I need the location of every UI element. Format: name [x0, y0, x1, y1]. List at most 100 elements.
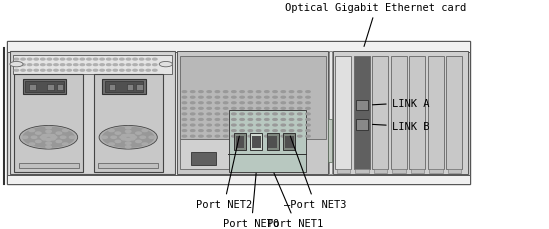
Circle shape — [41, 136, 46, 139]
Circle shape — [215, 97, 220, 99]
Bar — [180, 139, 233, 170]
Text: Port NET2: Port NET2 — [196, 136, 252, 210]
Circle shape — [306, 102, 310, 104]
Circle shape — [256, 91, 261, 93]
Bar — [268, 136, 277, 148]
Circle shape — [21, 70, 25, 72]
Circle shape — [113, 70, 117, 72]
Circle shape — [111, 136, 116, 139]
Circle shape — [240, 130, 244, 132]
Circle shape — [199, 136, 203, 137]
Circle shape — [63, 130, 68, 132]
Circle shape — [265, 125, 269, 126]
Circle shape — [215, 130, 220, 132]
Circle shape — [289, 119, 294, 121]
Circle shape — [215, 102, 220, 104]
Circle shape — [87, 70, 91, 72]
Circle shape — [232, 102, 236, 104]
Circle shape — [256, 130, 261, 132]
Circle shape — [146, 70, 150, 72]
Circle shape — [126, 65, 131, 66]
Circle shape — [69, 136, 75, 139]
Circle shape — [232, 114, 236, 115]
Circle shape — [265, 91, 269, 93]
Circle shape — [298, 136, 302, 137]
Bar — [7, 42, 470, 53]
Circle shape — [126, 59, 131, 61]
Circle shape — [100, 65, 104, 66]
Circle shape — [248, 102, 253, 104]
Bar — [267, 134, 279, 150]
Circle shape — [100, 59, 104, 61]
Circle shape — [191, 114, 195, 115]
Bar — [177, 52, 328, 174]
Circle shape — [102, 136, 107, 139]
Circle shape — [265, 119, 269, 121]
Circle shape — [256, 108, 261, 110]
Circle shape — [298, 114, 302, 115]
Circle shape — [248, 119, 253, 121]
Circle shape — [60, 70, 65, 72]
Bar — [355, 170, 368, 173]
Circle shape — [120, 70, 124, 72]
Circle shape — [240, 119, 244, 121]
Circle shape — [125, 134, 131, 136]
Circle shape — [240, 91, 244, 93]
Circle shape — [191, 91, 195, 93]
Circle shape — [199, 125, 203, 126]
Circle shape — [46, 131, 52, 133]
Circle shape — [298, 130, 302, 132]
Text: LINK A: LINK A — [372, 98, 429, 108]
Bar — [392, 170, 406, 173]
Bar — [356, 100, 368, 111]
Bar — [283, 134, 295, 150]
Circle shape — [46, 134, 52, 136]
Circle shape — [248, 125, 253, 126]
Circle shape — [46, 146, 51, 148]
Circle shape — [199, 119, 203, 121]
Circle shape — [248, 130, 253, 132]
Circle shape — [133, 59, 137, 61]
Circle shape — [99, 126, 157, 149]
Circle shape — [248, 114, 253, 115]
Circle shape — [281, 130, 285, 132]
Circle shape — [47, 65, 52, 66]
Circle shape — [207, 114, 211, 115]
Bar — [329, 52, 332, 174]
Circle shape — [289, 136, 294, 137]
Circle shape — [215, 136, 220, 137]
Circle shape — [240, 102, 244, 104]
Circle shape — [298, 108, 302, 110]
Bar — [180, 57, 326, 140]
Bar — [391, 57, 407, 170]
Circle shape — [120, 59, 124, 61]
Circle shape — [159, 62, 172, 68]
Circle shape — [146, 65, 150, 66]
Circle shape — [232, 136, 236, 137]
Bar — [7, 42, 470, 184]
Bar — [98, 164, 158, 169]
Circle shape — [207, 102, 211, 104]
Bar — [234, 134, 246, 150]
Circle shape — [115, 141, 121, 143]
Circle shape — [306, 108, 310, 110]
Circle shape — [256, 125, 261, 126]
Circle shape — [10, 62, 23, 68]
Circle shape — [74, 65, 78, 66]
Circle shape — [281, 119, 285, 121]
Circle shape — [29, 143, 35, 145]
Circle shape — [125, 127, 131, 129]
Circle shape — [47, 59, 52, 61]
Circle shape — [223, 114, 228, 115]
Bar — [10, 52, 175, 174]
Circle shape — [281, 108, 285, 110]
Circle shape — [41, 65, 45, 66]
Circle shape — [273, 119, 277, 121]
Circle shape — [153, 59, 157, 61]
Circle shape — [54, 65, 58, 66]
Bar — [102, 80, 146, 94]
Circle shape — [36, 132, 41, 135]
Bar — [105, 82, 143, 93]
Text: Optical Gigabit Ethernet card: Optical Gigabit Ethernet card — [285, 3, 467, 47]
Circle shape — [232, 108, 236, 110]
